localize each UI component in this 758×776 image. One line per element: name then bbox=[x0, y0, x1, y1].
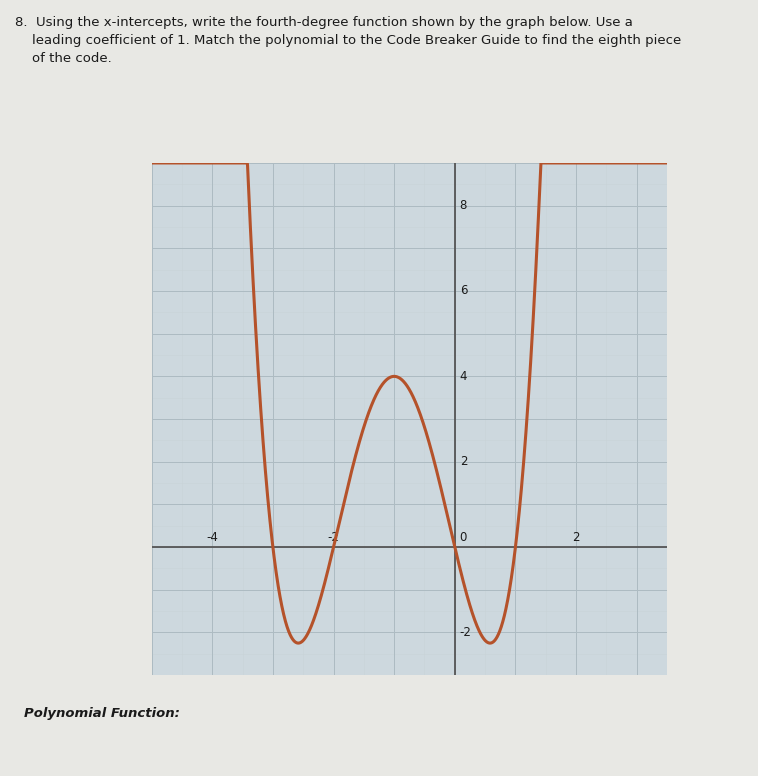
Text: 2: 2 bbox=[572, 531, 580, 544]
Text: -2: -2 bbox=[327, 531, 340, 544]
Text: -2: -2 bbox=[459, 626, 471, 639]
Text: 4: 4 bbox=[459, 370, 467, 383]
Text: 2: 2 bbox=[459, 456, 467, 468]
Text: 8.  Using the x-intercepts, write the fourth-degree function shown by the graph : 8. Using the x-intercepts, write the fou… bbox=[15, 16, 681, 64]
Text: 0: 0 bbox=[459, 531, 467, 544]
Text: 6: 6 bbox=[459, 285, 467, 297]
Text: Polynomial Function:: Polynomial Function: bbox=[24, 707, 180, 720]
Text: -4: -4 bbox=[206, 531, 218, 544]
Text: 8: 8 bbox=[459, 199, 467, 212]
